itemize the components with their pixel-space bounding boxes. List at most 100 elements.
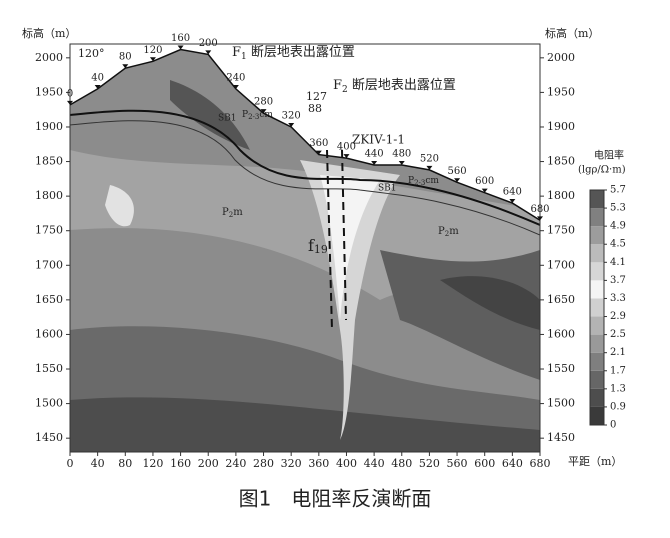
y-tick-label: 1450 [35, 431, 63, 444]
station-marker [454, 178, 461, 183]
x-tick-label: 160 [170, 457, 191, 470]
annotation-part: 2-3 [248, 113, 259, 121]
colorbar-tick-label: 2.9 [610, 311, 626, 322]
x-tick-label: 240 [225, 457, 246, 470]
colorbar-tick-label: 5.3 [610, 203, 626, 214]
station-marker [94, 84, 101, 89]
station-label: 0 [67, 88, 73, 99]
colorbar-swatch [590, 226, 604, 245]
y-tick-label: 1600 [547, 327, 575, 340]
y-tick-label: 1650 [35, 293, 63, 306]
station-label: 80 [119, 52, 132, 63]
x-tick-label: 640 [502, 457, 523, 470]
station-label: 320 [282, 110, 301, 121]
colorbar-swatch [590, 262, 604, 281]
colorbar-swatch [590, 244, 604, 263]
colorbar-swatch [590, 298, 604, 317]
annotation-part: 断层地表出露位置 [247, 45, 355, 60]
y-tick-label: 1900 [35, 120, 63, 133]
annotation: ZKIV-1-1 [352, 133, 405, 147]
station-marker [177, 45, 184, 50]
x-tick-label: 320 [281, 457, 302, 470]
y-tick-label: 1650 [547, 293, 575, 306]
station-marker [537, 216, 543, 221]
y-tick-label: 1950 [35, 85, 63, 98]
colorbar-swatch [590, 406, 604, 425]
colorbar-tick-label: 1.3 [610, 383, 626, 394]
station-marker [343, 154, 350, 159]
y-tick-label: 1850 [35, 155, 63, 168]
annotation: 88 [308, 102, 322, 115]
colorbar-tick-label: 0 [610, 420, 616, 431]
colorbar-swatch [590, 388, 604, 407]
annotation-part: 19 [314, 243, 328, 256]
fault-line [341, 149, 347, 321]
colorbar-tick-label: 4.9 [610, 221, 626, 232]
station-marker [260, 109, 267, 114]
y-tick-label: 1600 [35, 327, 63, 340]
fault-line [326, 149, 333, 331]
x-tick-label: 120 [142, 457, 163, 470]
surface-line [69, 48, 541, 221]
annotation-part: P [222, 207, 229, 218]
y-tick-label: 1850 [547, 155, 575, 168]
annotation-part: P [242, 110, 248, 120]
colorbar-tick-label: 2.5 [610, 329, 626, 340]
colorbar-swatch [590, 352, 604, 371]
station-marker [398, 161, 405, 166]
station-marker [509, 199, 516, 204]
annotation: SB1 [218, 114, 237, 124]
station-label: 480 [392, 149, 411, 160]
y-tick-label: 1700 [547, 258, 575, 271]
annotation-part: P [438, 226, 445, 237]
y-tick-label: 1750 [547, 224, 575, 237]
y-tick-label: 1900 [547, 120, 575, 133]
colorbar-tick-label: 2.1 [610, 347, 626, 358]
station-label: 280 [254, 97, 273, 108]
x-tick-label: 360 [308, 457, 329, 470]
y-tick-label: 1500 [35, 397, 63, 410]
x-tick-label: 680 [530, 457, 551, 470]
colorbar-swatch [590, 280, 604, 299]
station-label: 560 [448, 166, 467, 177]
station-label: 600 [475, 176, 494, 187]
annotation-part: m [233, 207, 243, 218]
station-marker [371, 161, 378, 166]
colorbar-swatch [590, 190, 604, 209]
y-tick-label: 1500 [547, 397, 575, 410]
annotation: 120° [78, 47, 105, 60]
y-tick-label: 1550 [547, 362, 575, 375]
x-tick-label: 440 [364, 457, 385, 470]
colorbar-frame [589, 189, 605, 426]
colorbar-tick-label: 0.9 [610, 401, 626, 412]
station-label: 160 [171, 33, 190, 44]
y-tick-label: 2000 [35, 51, 63, 64]
x-tick-label: 600 [474, 457, 495, 470]
colorbar-swatch [590, 334, 604, 353]
station-label: 40 [91, 72, 104, 83]
annotation-part: f [308, 236, 315, 255]
y-tick-label: 1550 [35, 362, 63, 375]
station-label: 520 [420, 153, 439, 164]
x-tick-label: 0 [67, 457, 74, 470]
x-axis-label: 平距（m） [568, 455, 622, 468]
station-label: 200 [199, 38, 218, 49]
annotation-part: 1 [241, 52, 247, 62]
annotation-part: F [232, 45, 241, 60]
caption: 图1 电阻率反演断面 [239, 487, 432, 511]
annotation-part: P [408, 176, 414, 186]
annotation: F1 断层地表出露位置 [232, 45, 355, 62]
annotation-part: cm [425, 176, 439, 186]
station-marker [149, 57, 156, 62]
colorbar-unit: (lgρ/Ω·m) [578, 165, 626, 176]
colorbar-tick-label: 3.3 [610, 293, 626, 304]
station-label: 680 [530, 204, 549, 215]
colorbar-tick-label: 3.7 [610, 275, 626, 286]
annotation: SB1 [378, 184, 397, 194]
annotation: 127 [306, 90, 327, 103]
station-label: 640 [503, 187, 522, 198]
station-label: 120 [143, 45, 162, 56]
annotation-part: 2 [229, 211, 233, 219]
y-axis-label: 标高（m） [22, 26, 76, 40]
